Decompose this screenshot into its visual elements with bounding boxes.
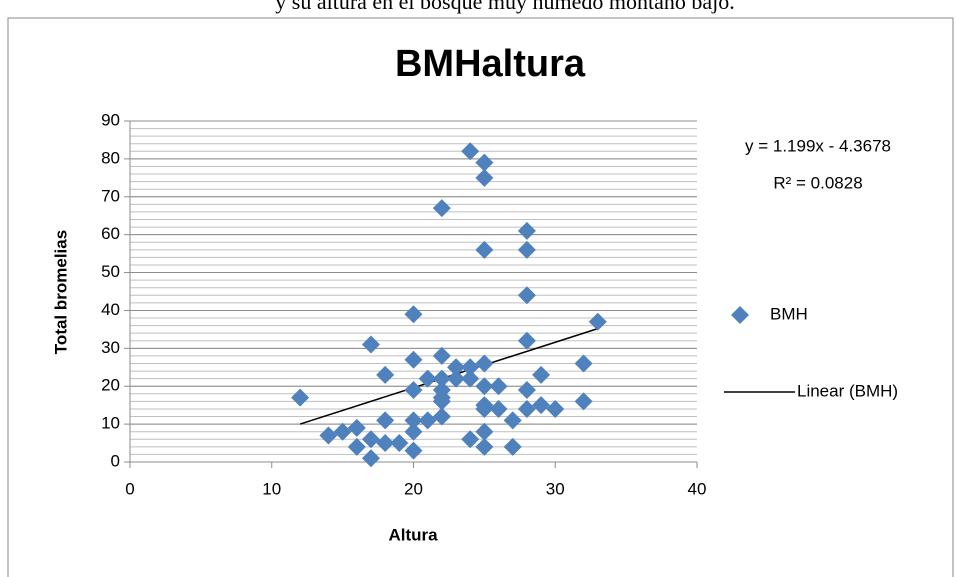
legend-label: Linear (BMH) [797, 381, 898, 400]
data-point [489, 399, 508, 418]
data-point [489, 377, 508, 396]
data-point [517, 331, 536, 350]
data-point [390, 434, 409, 453]
data-point [475, 377, 494, 396]
x-tick-label: 30 [546, 479, 565, 498]
y-tick-label: 10 [101, 414, 120, 433]
data-point [574, 392, 593, 411]
y-axis-label: Total bromelias [51, 230, 70, 354]
y-tick-label: 0 [111, 451, 120, 470]
data-point [517, 240, 536, 259]
data-point [517, 286, 536, 305]
data-point [361, 335, 380, 354]
data-point [432, 199, 451, 218]
x-tick-label: 0 [125, 479, 134, 498]
data-point [333, 422, 352, 441]
y-tick-label: 90 [101, 110, 120, 129]
y-tick-label: 60 [101, 224, 120, 243]
data-point [461, 358, 480, 377]
data-point [376, 411, 395, 430]
data-point [404, 305, 423, 324]
data-point [517, 399, 536, 418]
data-point [361, 430, 380, 449]
x-tick-label: 40 [688, 479, 707, 498]
legend-marker [731, 306, 749, 324]
x-tick-label: 10 [262, 479, 281, 498]
data-point [588, 312, 607, 331]
data-point [475, 240, 494, 259]
data-point [475, 399, 494, 418]
data-point [475, 422, 494, 441]
x-tick-label: 20 [404, 479, 423, 498]
data-point [461, 430, 480, 449]
chart-frame [7, 17, 954, 577]
x-axis-label: Altura [388, 525, 438, 544]
data-point [475, 354, 494, 373]
y-tick-label: 30 [101, 338, 120, 357]
data-point [347, 418, 366, 437]
data-point [347, 437, 366, 456]
y-tick-label: 50 [101, 262, 120, 281]
data-point [404, 411, 423, 430]
data-point [404, 350, 423, 369]
data-point [503, 411, 522, 430]
data-point [532, 396, 551, 415]
data-point [291, 388, 310, 407]
data-point [418, 369, 437, 388]
data-point [432, 346, 451, 365]
chart-title: BMHaltura [395, 43, 586, 85]
data-point [376, 434, 395, 453]
data-point [475, 153, 494, 172]
data-point [432, 392, 451, 411]
data-point [546, 399, 565, 418]
data-point [404, 422, 423, 441]
data-point [517, 221, 536, 240]
y-tick-label: 80 [101, 148, 120, 167]
data-point [404, 441, 423, 460]
data-point [503, 437, 522, 456]
data-point [447, 369, 466, 388]
legend-label: BMH [770, 304, 808, 323]
data-point [574, 354, 593, 373]
data-point [418, 411, 437, 430]
data-point [461, 369, 480, 388]
trend-r2: R² = 0.0828 [773, 173, 862, 192]
data-point [432, 407, 451, 426]
data-point [517, 381, 536, 400]
data-point [532, 365, 551, 384]
y-tick-label: 70 [101, 186, 120, 205]
data-point [376, 365, 395, 384]
data-point [404, 381, 423, 400]
y-tick-label: 40 [101, 300, 120, 319]
data-point [475, 437, 494, 456]
data-point [475, 168, 494, 187]
trendline [299, 327, 599, 425]
y-tick-label: 20 [101, 376, 120, 395]
trend-equation: y = 1.199x - 4.3678 [745, 136, 891, 155]
data-point [361, 449, 380, 468]
data-point [461, 142, 480, 161]
caption: y su altura en el bosque muy húmedo mont… [275, 0, 734, 14]
data-point [447, 358, 466, 377]
data-point [319, 426, 338, 445]
data-point [432, 369, 451, 388]
